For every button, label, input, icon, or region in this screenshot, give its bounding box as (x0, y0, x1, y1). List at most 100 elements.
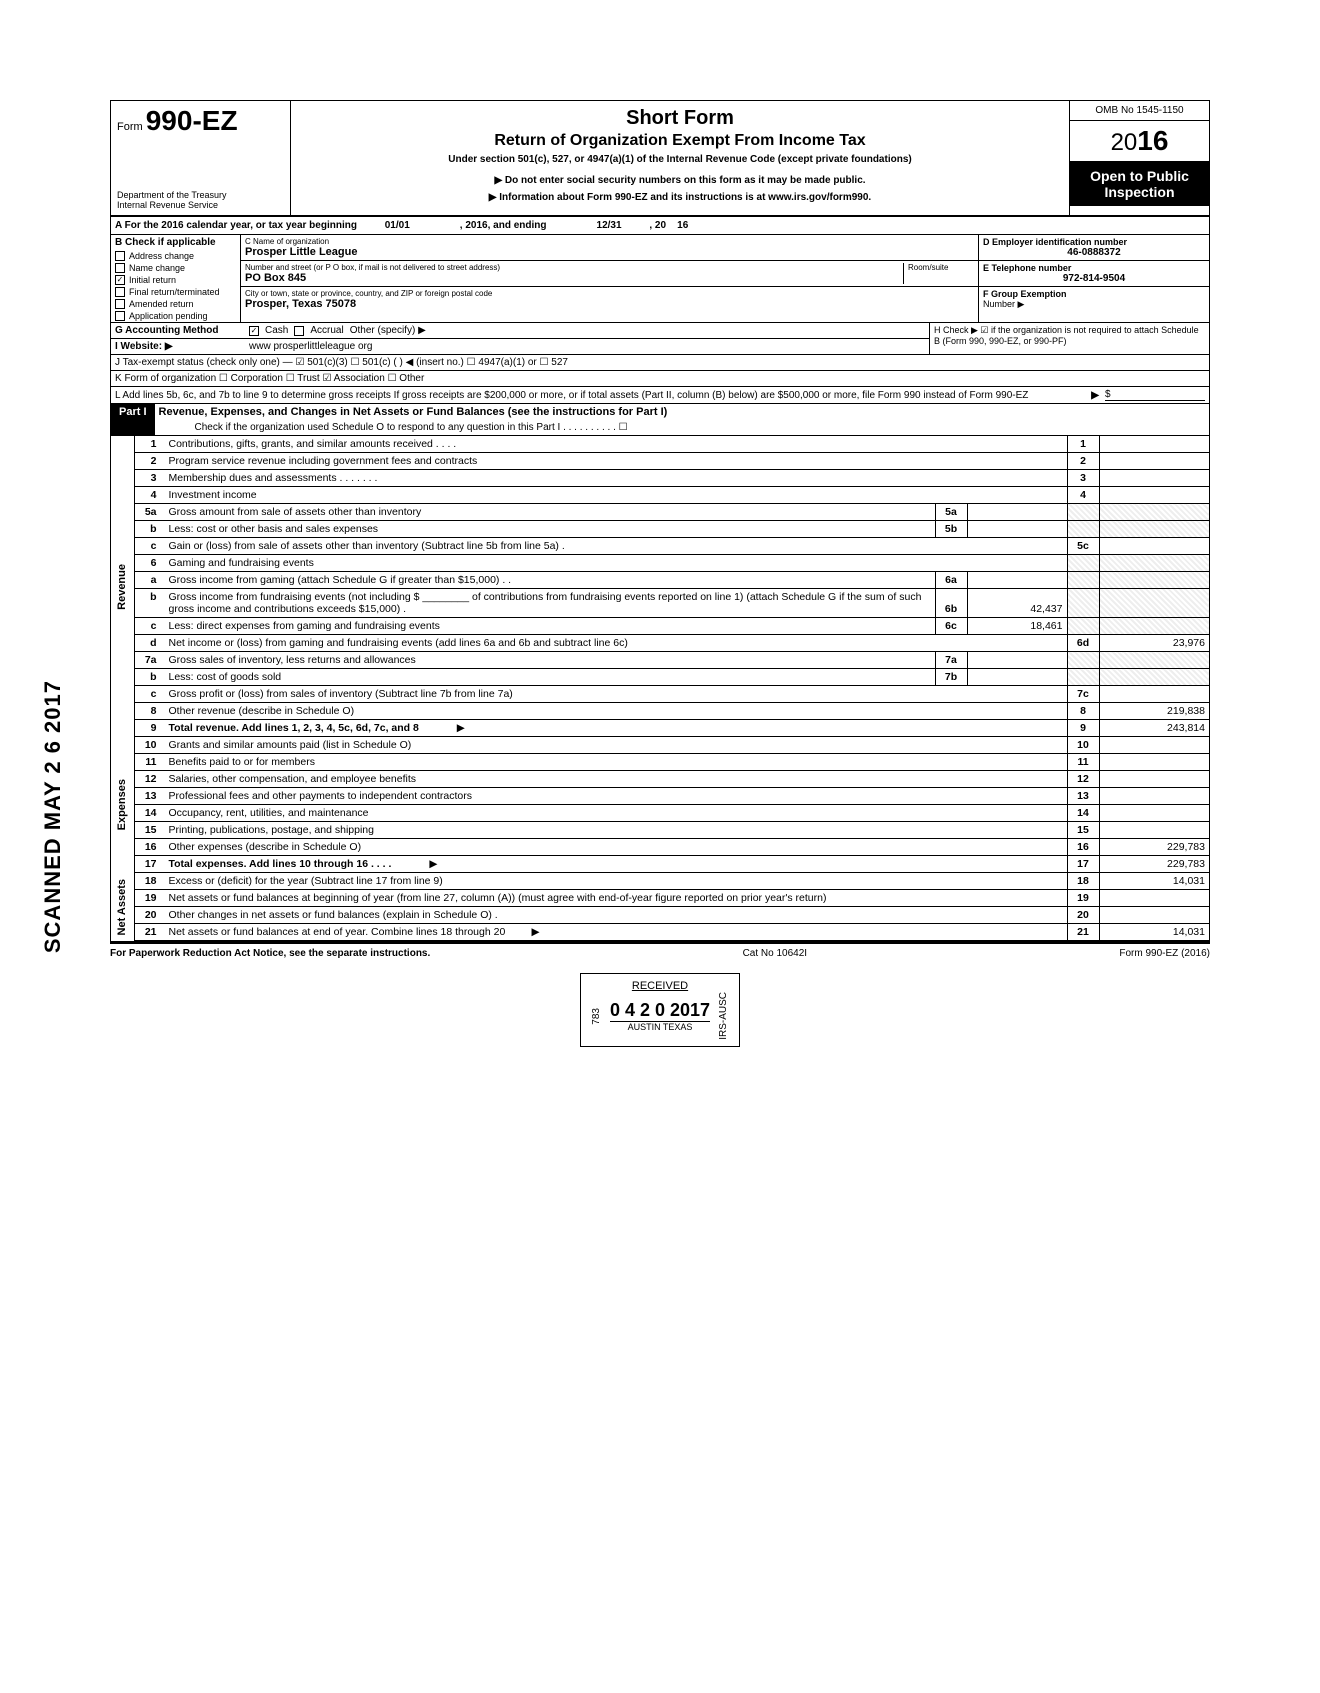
l4-d: Investment income (165, 487, 1068, 504)
footer: For Paperwork Reduction Act Notice, see … (110, 944, 1210, 963)
l6a-mv (967, 572, 1067, 589)
expenses-section: Expenses 10Grants and similar amounts pa… (111, 737, 1209, 873)
line-5b: bLess: cost or other basis and sales exp… (135, 521, 1210, 538)
line-17: 17Total expenses. Add lines 10 through 1… (135, 856, 1210, 873)
line-5c: cGain or (loss) from sale of assets othe… (135, 538, 1210, 555)
l19-d: Net assets or fund balances at beginning… (165, 890, 1068, 907)
l19-rn: 19 (1067, 890, 1099, 907)
col-b-chk-1 (115, 263, 125, 273)
l6c-shade2 (1099, 618, 1209, 635)
l7a-mn: 7a (935, 652, 967, 669)
row-gi-h: G Accounting Method ✓Cash Accrual Other … (111, 323, 1209, 355)
footer-cat: Cat No 10642I (743, 948, 808, 959)
l9-rv: 243,814 (1099, 720, 1209, 737)
l5c-d: Gain or (loss) from sale of assets other… (165, 538, 1068, 555)
l6b-shade2 (1099, 589, 1209, 618)
g-cash: Cash (265, 325, 288, 336)
form-prefix: Form (117, 121, 143, 133)
c-name-row: C Name of organization Prosper Little Le… (241, 235, 978, 261)
l1-n: 1 (135, 436, 165, 453)
omb: OMB No 1545-1150 (1070, 101, 1209, 121)
l-dollar: $ (1105, 389, 1205, 401)
l7a-shade2 (1099, 652, 1209, 669)
col-b-item-3: Final return/terminated (111, 286, 240, 298)
line-6a: aGross income from gaming (attach Schedu… (135, 572, 1210, 589)
l13-rn: 13 (1067, 788, 1099, 805)
i-label: I Website: ▶ (115, 341, 243, 352)
l19-n: 19 (135, 890, 165, 907)
col-b-item-2: ✓Initial return (111, 274, 240, 286)
footer-right: Form 990-EZ (2016) (1119, 948, 1210, 959)
tax-year-cell: A For the 2016 calendar year, or tax yea… (111, 217, 1209, 234)
revenue-table: 1Contributions, gifts, grants, and simil… (135, 436, 1210, 737)
l17-db: Total expenses. Add lines 10 through 16 … (169, 858, 392, 870)
row-a: A For the 2016 calendar year, or tax yea… (111, 217, 1209, 235)
l7b-d: Less: cost of goods sold (165, 669, 936, 686)
c-name-label: C Name of organization (245, 237, 974, 246)
l18-rv: 14,031 (1099, 873, 1209, 890)
footer-right-text: Form 990-EZ (2016) (1119, 948, 1210, 959)
col-b-chk-0 (115, 251, 125, 261)
l6c-mv: 18,461 (967, 618, 1067, 635)
col-b-header: B Check if applicable (111, 235, 240, 250)
l6a-mn: 6a (935, 572, 967, 589)
col-c: C Name of organization Prosper Little Le… (241, 235, 979, 322)
l17-d: Total expenses. Add lines 10 through 16 … (165, 856, 1068, 873)
l8-rn: 8 (1067, 703, 1099, 720)
l18-d: Excess or (deficit) for the year (Subtra… (165, 873, 1068, 890)
c-name-val: Prosper Little League (245, 246, 974, 258)
l7a-mv (967, 652, 1067, 669)
l21-n: 21 (135, 924, 165, 941)
l12-n: 12 (135, 771, 165, 788)
l20-rv (1099, 907, 1209, 924)
l7a-shade (1067, 652, 1099, 669)
l8-d: Other revenue (describe in Schedule O) (165, 703, 1068, 720)
l7c-rn: 7c (1067, 686, 1099, 703)
l20-n: 20 (135, 907, 165, 924)
l11-rv (1099, 754, 1209, 771)
l5b-shade2 (1099, 521, 1209, 538)
c-addr-val: PO Box 845 (245, 272, 899, 284)
part1-check: Check if the organization used Schedule … (155, 420, 1209, 435)
l6b-d: Gross income from fundraising events (no… (165, 589, 936, 618)
section-bcde: B Check if applicable Address changeName… (111, 235, 1209, 323)
line-16: 16Other expenses (describe in Schedule O… (135, 839, 1210, 856)
line-3: 3Membership dues and assessments . . . .… (135, 470, 1210, 487)
col-b-chk-2: ✓ (115, 275, 125, 285)
f-label: F Group Exemption (983, 289, 1205, 299)
line-6: 6Gaming and fundraising events (135, 555, 1210, 572)
e-row: E Telephone number 972-814-9504 (979, 261, 1209, 287)
l6b-mn: 6b (935, 589, 967, 618)
l14-rv (1099, 805, 1209, 822)
row-i: I Website: ▶ www prosperlittleleague org (111, 339, 929, 354)
l10-n: 10 (135, 737, 165, 754)
l5a-shade (1067, 504, 1099, 521)
i-val: www prosperlittleleague org (249, 341, 372, 352)
l2-rv (1099, 453, 1209, 470)
col-b-lbl-4: Amended return (129, 299, 194, 309)
l11-n: 11 (135, 754, 165, 771)
g-other: Other (specify) ▶ (350, 325, 426, 336)
l6a-d: Gross income from gaming (attach Schedul… (165, 572, 936, 589)
l-arrow: ▶ (1091, 390, 1099, 401)
l6b-shade (1067, 589, 1099, 618)
j-text: J Tax-exempt status (check only one) — ☑… (115, 357, 568, 368)
row-g: G Accounting Method ✓Cash Accrual Other … (111, 323, 929, 339)
f-label2: Number ▶ (983, 299, 1205, 310)
l13-rv (1099, 788, 1209, 805)
col-b: B Check if applicable Address changeName… (111, 235, 241, 322)
col-b-item-5: Application pending (111, 310, 240, 322)
l9-n: 9 (135, 720, 165, 737)
l7a-n: 7a (135, 652, 165, 669)
k-text: K Form of organization ☐ Corporation ☐ T… (115, 373, 424, 384)
c-city-row: City or town, state or province, country… (241, 287, 978, 312)
l10-rn: 10 (1067, 737, 1099, 754)
l6b-mv: 42,437 (967, 589, 1067, 618)
line-9: 9Total revenue. Add lines 1, 2, 3, 4, 5c… (135, 720, 1210, 737)
l5a-shade2 (1099, 504, 1209, 521)
row-j: J Tax-exempt status (check only one) — ☑… (111, 355, 1209, 371)
l5b-d: Less: cost or other basis and sales expe… (165, 521, 936, 538)
l6-n: 6 (135, 555, 165, 572)
l6-d: Gaming and fundraising events (165, 555, 1068, 572)
line-2: 2Program service revenue including gover… (135, 453, 1210, 470)
